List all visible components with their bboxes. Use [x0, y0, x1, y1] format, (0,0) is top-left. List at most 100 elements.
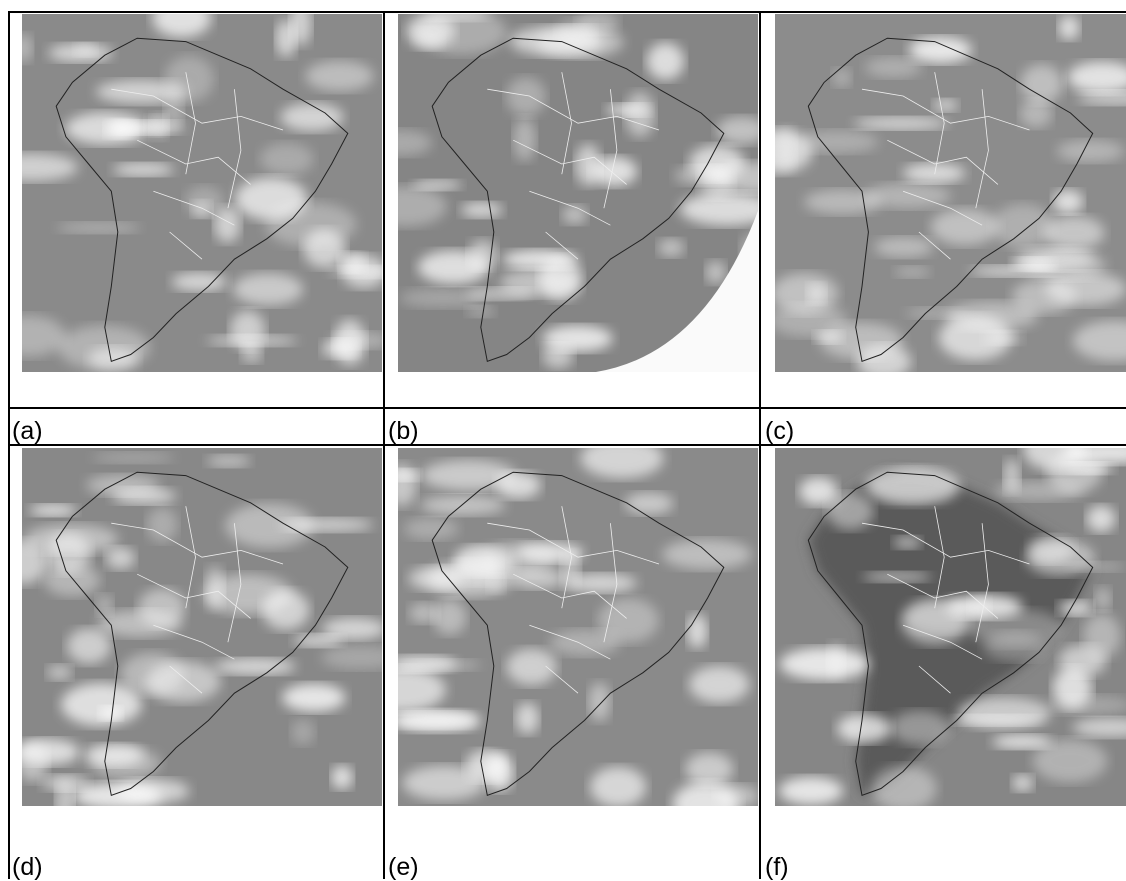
cloud [61, 683, 142, 726]
cloud [931, 209, 999, 245]
cloud [874, 237, 933, 257]
satellite-image [775, 448, 1126, 806]
cloud [282, 684, 345, 712]
cloud [420, 495, 505, 515]
satellite-image [398, 14, 758, 372]
cloud [56, 222, 140, 233]
cloud [496, 472, 540, 499]
cloud [706, 261, 726, 284]
cloud [1053, 190, 1084, 214]
satellite-image [22, 14, 382, 372]
cloud [84, 744, 144, 766]
cloud [506, 77, 546, 115]
panel-label: (a) [12, 419, 43, 444]
cloud [145, 115, 168, 136]
cloud [233, 273, 303, 305]
cloud [214, 207, 240, 243]
cloud [99, 706, 122, 720]
cloud [241, 344, 262, 363]
panel-label: (c) [765, 419, 794, 444]
cloud [542, 325, 612, 352]
satellite-image [775, 14, 1126, 372]
cloud [58, 325, 150, 369]
cloud [96, 594, 113, 615]
cloud [147, 507, 178, 542]
cloud [146, 661, 221, 702]
cloud [276, 19, 296, 57]
satellite-image [22, 448, 382, 806]
cloud [192, 201, 212, 218]
table-border [8, 11, 1126, 13]
table-border [383, 11, 385, 879]
cloud [47, 665, 72, 680]
table-border [8, 444, 1126, 446]
cloud [214, 658, 296, 674]
cloud [409, 566, 465, 590]
panel-label: (f) [765, 855, 789, 880]
cloud [207, 335, 298, 346]
cloud [1020, 100, 1052, 128]
cloud [399, 288, 487, 308]
panel-label: (d) [12, 855, 43, 880]
cloud [1058, 600, 1093, 616]
cloud [1058, 15, 1079, 40]
panel-label: (b) [388, 419, 419, 444]
cloud [29, 505, 77, 516]
cloud [903, 164, 966, 183]
cloud [1026, 541, 1094, 576]
cloud [804, 190, 881, 215]
cloud [485, 753, 513, 791]
cloud [105, 120, 136, 139]
cloud [957, 697, 1050, 729]
cloud [262, 590, 310, 630]
cloud [1059, 645, 1107, 677]
cloud [260, 143, 314, 175]
cloud [575, 144, 601, 186]
cloud [854, 117, 948, 129]
cloud [1012, 257, 1055, 270]
cloud [780, 648, 870, 681]
cloud [334, 319, 366, 365]
cloud [776, 126, 796, 171]
cloud [112, 488, 177, 505]
cloud [74, 43, 97, 57]
cloud [500, 269, 579, 297]
cloud [454, 546, 516, 576]
cloud [409, 603, 438, 623]
cloud [291, 719, 315, 745]
cloud [466, 306, 495, 317]
cloud [1064, 462, 1114, 474]
table-border [759, 11, 761, 879]
cloud [590, 767, 646, 806]
cloud [67, 628, 111, 664]
cloud [303, 229, 345, 268]
cloud [1012, 775, 1033, 792]
cloud [993, 204, 1054, 247]
cloud [685, 752, 733, 785]
cloud [862, 572, 931, 582]
cloud [589, 682, 611, 721]
cloud [418, 250, 490, 284]
table-border [8, 11, 10, 879]
cloud [625, 492, 674, 514]
cloud [939, 315, 1012, 360]
cloud [837, 714, 891, 743]
cloud [832, 68, 851, 87]
cloud [280, 103, 343, 131]
cloud [689, 666, 750, 703]
cloud [331, 765, 353, 789]
cloud [687, 614, 707, 649]
cloud [305, 61, 373, 91]
cloud [820, 322, 903, 359]
figure-page: (a)(b)(c)(d)(e)(f) (() => { const data =… [0, 0, 1126, 879]
cloud [598, 598, 659, 642]
cloud [413, 180, 462, 190]
cloud [1057, 140, 1125, 162]
cloud [207, 455, 251, 467]
cloud [165, 56, 214, 102]
cloud [433, 600, 467, 635]
cloud [779, 777, 843, 805]
cloud [106, 547, 135, 569]
cloud [92, 452, 174, 463]
cloud [487, 574, 505, 593]
